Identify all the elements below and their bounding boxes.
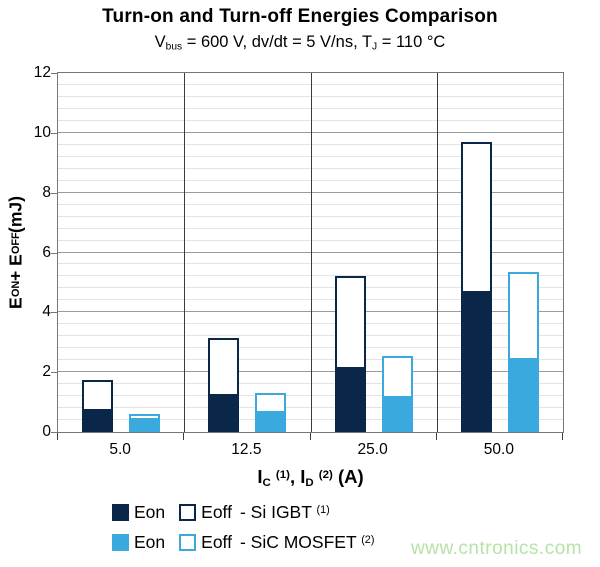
eoff-bar-segment (334, 276, 366, 370)
si-note-superscript: (1) (316, 504, 330, 517)
legend-eon-sic-label: Eon (134, 532, 166, 552)
legend: Eon Eoff - Si IGBT (1) Eon Eoff - SiC MO… (112, 502, 374, 553)
y-axis-tick-mark (51, 372, 57, 374)
eoff-sic-swatch-icon (179, 534, 197, 551)
y-axis-tick-label: 10 (33, 123, 51, 141)
y-axis-tick-label: 12 (33, 64, 51, 81)
y-axis-tick-mark (51, 252, 57, 254)
eoff-bar-segment (82, 379, 114, 412)
x-axis-tick-mark (309, 433, 311, 440)
x-axis-category-label: 25.0 (357, 441, 388, 458)
chart-title: Turn-on and Turn-off Energies Comparison (102, 6, 498, 27)
chart-subtitle: Vbus = 600 V, dv/dt = 5 V/ns, TJ = 110 °… (154, 33, 446, 53)
x-axis-title: IC (1), ID (2) (A) (257, 466, 364, 489)
plot-area (57, 72, 564, 433)
x-axis-tick-mark (183, 433, 185, 440)
y-axis-tick-mark (51, 432, 57, 433)
sic-note-superscript: (2) (361, 534, 375, 547)
eon-bar-segment (255, 412, 287, 432)
eoff-bar-segment (255, 393, 287, 413)
x-axis-category-label: 12.5 (231, 441, 262, 458)
y-axis-tick-mark (51, 132, 57, 134)
legend-eoff-si-label: Eoff (201, 502, 232, 522)
y-axis-tick-label: 8 (42, 183, 51, 201)
eon-bar-segment (208, 396, 240, 432)
eon-bar-segment (381, 397, 413, 432)
eoff-bar-segment (381, 355, 413, 398)
eon-bar-segment (460, 292, 492, 432)
eoff-bar-segment (460, 141, 492, 293)
category-separator (310, 73, 312, 432)
y-axis-tick-label: 4 (42, 303, 51, 321)
y-axis-tick-mark (51, 192, 57, 194)
x-axis-category-label: 5.0 (109, 441, 131, 458)
eon-bar-segment (507, 360, 539, 432)
eon-sic-swatch-icon (112, 534, 129, 551)
eon-bar-segment (82, 411, 114, 432)
y-axis-tick-mark (51, 73, 57, 74)
category-separator (436, 73, 438, 432)
y-axis-tick-label: 2 (42, 363, 51, 381)
x-axis-tick-mark (57, 433, 58, 440)
y-axis-tick-label: 0 (42, 423, 51, 440)
legend-row-sic-mosfet: Eon Eoff - SiC MOSFET (2) (112, 532, 374, 553)
eon-si-swatch-icon (112, 504, 129, 521)
eon-bar-segment (334, 369, 366, 432)
y-axis-tick-mark (51, 312, 57, 314)
eon-bar-segment (129, 420, 161, 432)
watermark: www.cntronics.com (411, 538, 583, 559)
legend-sic-device-label: - SiC MOSFET (2) (239, 532, 375, 552)
eoff-bar-segment (129, 414, 161, 421)
y-axis-tick-label: 6 (42, 243, 51, 261)
category-separator (184, 73, 186, 432)
legend-row-si-igbt: Eon Eoff - Si IGBT (1) (112, 502, 374, 523)
legend-si-device-label: - Si IGBT (1) (239, 502, 330, 522)
eoff-bar-segment (208, 337, 240, 397)
x-axis-category-label: 50.0 (483, 441, 514, 458)
eoff-bar-segment (507, 271, 539, 361)
x-axis-tick-mark (435, 433, 437, 440)
x-axis-tick-mark (562, 433, 563, 440)
legend-eoff-sic-label: Eoff (201, 532, 232, 552)
legend-eon-si-label: Eon (134, 502, 166, 522)
eoff-si-swatch-icon (179, 504, 197, 521)
